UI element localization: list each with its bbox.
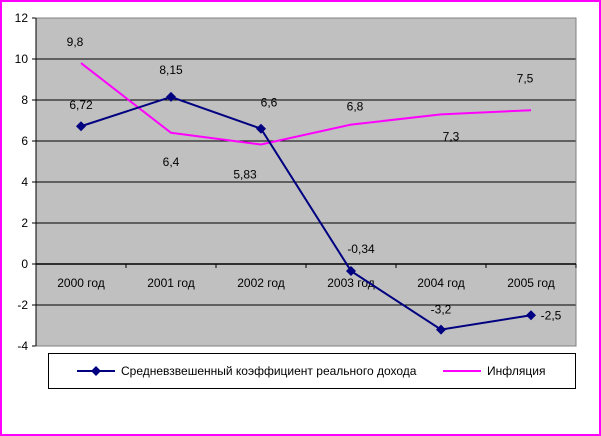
data-label: -2,5 (541, 308, 562, 322)
x-tick-label: 2004 год (417, 276, 465, 290)
series-line-0 (80, 95, 532, 331)
data-label: 6,6 (261, 96, 278, 110)
data-label: 7,5 (517, 71, 534, 85)
y-tick-label: 2 (21, 216, 28, 230)
data-label: 6,8 (347, 100, 364, 114)
series-layer (76, 62, 536, 335)
legend-label-real-income: Средневзвешенный коэффициент реального д… (121, 364, 417, 378)
data-labels: 6,72 8,15 6,6 -0,34 -3,2 -2,5 9,8 6,4 5,83 6,8 7,3… (67, 35, 562, 322)
y-tick-label: -4 (17, 339, 28, 353)
data-point-marker (166, 91, 176, 102)
legend: Средневзвешенный коэффициент реального д… (48, 353, 576, 389)
y-tick-label: 4 (21, 175, 28, 189)
data-label: 6,4 (163, 155, 180, 169)
y-tick-label: 8 (21, 93, 28, 107)
legend-label-inflation: Инфляция (487, 364, 546, 378)
legend-marker-real-income (91, 366, 101, 376)
series-line-1 (80, 62, 532, 146)
data-point-marker (76, 121, 86, 132)
data-label: -0,34 (347, 242, 375, 256)
data-label: -3,2 (431, 303, 452, 317)
x-tick-label: 2002 год (237, 276, 285, 290)
y-tick-label: 6 (21, 134, 28, 148)
axes: -4 -2 0 2 4 6 8 10 12 2000 год 2001 год 2002 год 200… (15, 11, 577, 353)
data-point-marker (256, 123, 266, 134)
data-point-marker (346, 265, 356, 276)
data-label: 7,3 (443, 129, 460, 143)
legend-swatch-inflation (443, 370, 481, 372)
y-tick-label: 12 (15, 11, 29, 25)
data-label: 5,83 (233, 167, 257, 181)
data-point-marker (526, 310, 536, 321)
data-label: 8,15 (159, 63, 183, 77)
y-tick-label: 10 (15, 52, 29, 66)
x-tick-label: 2005 год (507, 276, 555, 290)
y-tick-label: -2 (17, 298, 28, 312)
legend-swatch-real-income (77, 366, 115, 376)
x-tick-label: 2000 год (57, 276, 105, 290)
x-tick-label: 2001 год (147, 276, 195, 290)
data-label: 9,8 (67, 35, 84, 49)
data-label: 6,72 (69, 98, 93, 112)
data-point-marker (436, 324, 446, 335)
y-tick-label: 0 (21, 257, 28, 271)
